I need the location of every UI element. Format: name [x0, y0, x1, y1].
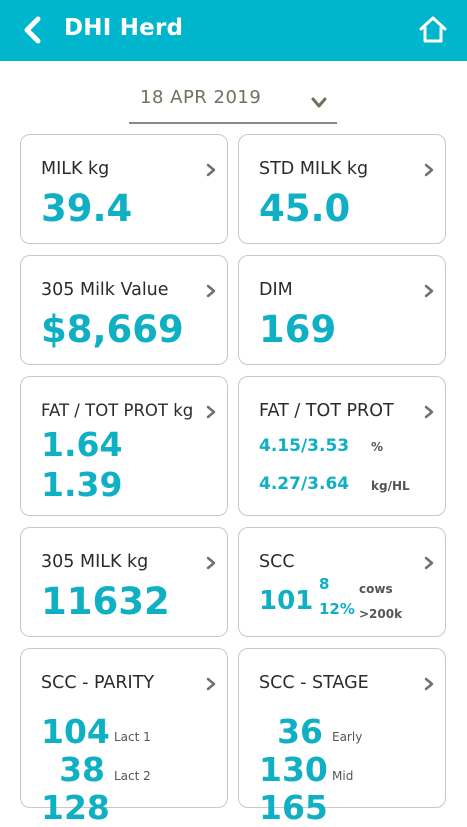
- card-title: FAT / TOT PROT kg: [41, 401, 194, 420]
- parity-lact3-value: 128: [41, 788, 110, 827]
- chevron-down-icon: [311, 97, 327, 108]
- chevron-right-icon: [424, 405, 434, 419]
- parity-lact2-label: Lact 2: [114, 769, 151, 783]
- scc-cows-count: 8: [319, 575, 330, 593]
- fat-kg-value: 1.64: [41, 425, 123, 464]
- chevron-left-icon[interactable]: [20, 16, 46, 44]
- chevron-right-icon: [424, 677, 434, 691]
- chevron-right-icon: [206, 163, 216, 177]
- pct-unit: %: [371, 440, 384, 454]
- stage-early-label: Early: [332, 730, 363, 744]
- card-scc-parity[interactable]: SCC - PARITY 104 Lact 1 38 Lact 2 128: [20, 648, 228, 827]
- card-title: SCC - STAGE: [259, 673, 369, 693]
- card-title: 305 MILK kg: [41, 552, 149, 572]
- card-305-milk-value[interactable]: 305 Milk Value $8,669: [20, 255, 228, 365]
- app-header: DHI Herd: [0, 0, 467, 61]
- page-title: DHI Herd: [64, 15, 184, 41]
- card-milk[interactable]: MILK kg 39.4: [20, 134, 228, 244]
- scc-cows-label: cows: [359, 582, 393, 596]
- parity-lact2-value: 38: [59, 750, 105, 789]
- card-dim[interactable]: DIM 169: [238, 255, 446, 365]
- stage-late-value: 165: [259, 788, 328, 827]
- chevron-right-icon: [424, 556, 434, 570]
- khl-unit: kg/HL: [371, 479, 410, 493]
- milk305-value-amount: $8,669: [41, 308, 184, 351]
- card-title: STD MILK kg: [259, 159, 369, 179]
- milk305-value: 11632: [41, 580, 170, 623]
- date-value: 18 APR 2019: [140, 87, 262, 108]
- card-title: 305 Milk Value: [41, 280, 169, 300]
- scc-pct: 12%: [319, 600, 355, 618]
- fat-prot-pct-value: 4.15/3.53: [259, 436, 350, 456]
- card-title: MILK kg: [41, 159, 110, 179]
- card-fat-prot-kg[interactable]: FAT / TOT PROT kg 1.64 1.39: [20, 376, 228, 516]
- home-icon[interactable]: [418, 14, 448, 44]
- card-title: SCC: [259, 552, 295, 572]
- card-fat-prot[interactable]: FAT / TOT PROT 4.15/3.53 % 4.27/3.64 kg/…: [238, 376, 446, 516]
- card-scc-stage[interactable]: SCC - STAGE 36 Early 130 Mid 165: [238, 648, 446, 827]
- stage-mid-value: 130: [259, 750, 328, 789]
- card-title: FAT / TOT PROT: [259, 401, 394, 421]
- card-title: DIM: [259, 280, 293, 300]
- std-milk-value: 45.0: [259, 187, 351, 230]
- scc-threshold: >200k: [359, 607, 403, 621]
- prot-kg-value: 1.39: [41, 465, 123, 504]
- card-scc[interactable]: SCC 101 8 cows 12% >200k: [238, 527, 446, 637]
- chevron-right-icon: [206, 677, 216, 691]
- parity-lact1-value: 104: [41, 712, 110, 751]
- chevron-right-icon: [206, 556, 216, 570]
- chevron-right-icon: [206, 284, 216, 298]
- chevron-right-icon: [206, 405, 216, 419]
- fat-prot-khl-value: 4.27/3.64: [259, 474, 350, 494]
- card-title: SCC - PARITY: [41, 673, 155, 693]
- stage-mid-label: Mid: [332, 769, 354, 783]
- card-305-milk[interactable]: 305 MILK kg 11632: [20, 527, 228, 637]
- chevron-right-icon: [424, 284, 434, 298]
- chevron-right-icon: [424, 163, 434, 177]
- card-std-milk[interactable]: STD MILK kg 45.0: [238, 134, 446, 244]
- dim-value: 169: [259, 308, 337, 351]
- milk-value: 39.4: [41, 187, 133, 230]
- parity-lact1-label: Lact 1: [114, 730, 151, 744]
- date-selector[interactable]: 18 APR 2019: [129, 84, 337, 124]
- scc-value: 101: [259, 586, 314, 616]
- stage-early-value: 36: [277, 712, 323, 751]
